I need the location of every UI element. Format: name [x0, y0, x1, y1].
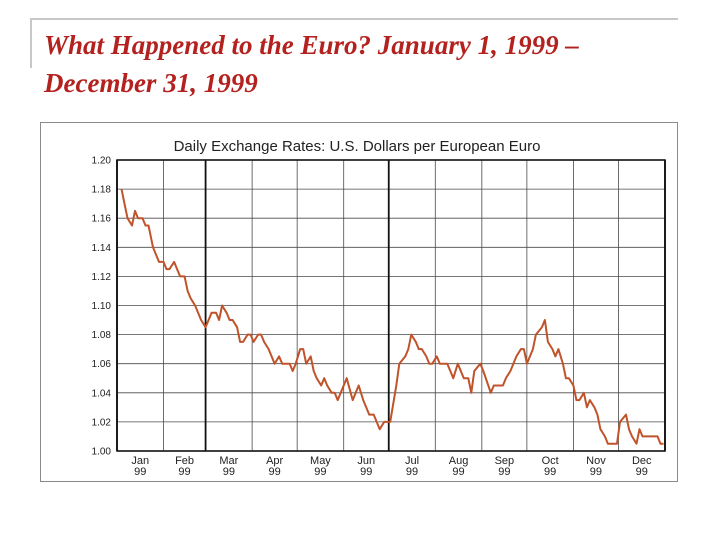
series-line-usd-per-euro — [120, 188, 664, 445]
x-tick-label-year: 99 — [134, 466, 146, 478]
x-tick-label-month: Apr — [266, 455, 283, 467]
x-tick-label-month: Nov — [586, 455, 606, 467]
y-tick-label: 1.08 — [92, 330, 112, 341]
y-tick-label: 1.06 — [92, 359, 112, 370]
x-tick-label-year: 99 — [636, 466, 648, 478]
x-tick-label-month: Dec — [632, 455, 652, 467]
x-tick-label-month: Jul — [405, 455, 419, 467]
x-tick-label-month: Oct — [542, 455, 559, 467]
x-tick-label-month: Jun — [357, 455, 375, 467]
x-tick-label-year: 99 — [498, 466, 510, 478]
x-tick-label-year: 99 — [360, 466, 372, 478]
x-tick-label-year: 99 — [544, 466, 556, 478]
x-tick-label-year: 99 — [590, 466, 602, 478]
y-tick-label: 1.10 — [92, 301, 112, 312]
grid-lines — [116, 159, 666, 452]
y-tick-label: 1.00 — [92, 447, 112, 458]
slide-title: What Happened to the Euro? January 1, 19… — [44, 26, 694, 102]
slide-title-line-2: December 31, 1999 — [44, 68, 258, 98]
chart-frame: Daily Exchange Rates: U.S. Dollars per E… — [40, 122, 678, 482]
series-layer — [120, 188, 664, 445]
x-tick-label-month: Aug — [449, 455, 469, 467]
axis-labels: 1.00 1.02 1.04 1.06 1.08 1.10 1.12 1.14 1.16 1.18… — [92, 156, 652, 479]
x-tick-label-year: 99 — [452, 466, 464, 478]
y-tick-label: 1.20 — [92, 156, 112, 167]
slide-title-line-1: What Happened to the Euro? January 1, 19… — [44, 30, 579, 60]
x-tick-label-month: May — [310, 455, 331, 467]
x-tick-label-month: Sep — [495, 455, 515, 467]
x-tick-label-year: 99 — [269, 466, 281, 478]
slide-corner-vertical-rule — [30, 18, 32, 68]
chart-title: Daily Exchange Rates: U.S. Dollars per E… — [174, 138, 541, 155]
slide-corner-horizontal-rule — [30, 18, 678, 20]
x-tick-label-year: 99 — [178, 466, 190, 478]
y-tick-label: 1.04 — [92, 388, 112, 399]
plot-border — [116, 159, 666, 452]
x-tick-label-year: 99 — [406, 466, 418, 478]
y-tick-label: 1.14 — [92, 243, 112, 254]
exchange-rate-chart: Daily Exchange Rates: U.S. Dollars per E… — [92, 138, 666, 479]
y-tick-label: 1.02 — [92, 417, 112, 428]
x-tick-label-month: Mar — [219, 455, 238, 467]
x-tick-label-month: Feb — [175, 455, 194, 467]
y-tick-label: 1.12 — [92, 272, 112, 283]
y-tick-label: 1.18 — [92, 185, 112, 196]
x-tick-label-year: 99 — [223, 466, 235, 478]
x-tick-label-year: 99 — [314, 466, 326, 478]
x-tick-label-month: Jan — [131, 455, 149, 467]
y-tick-label: 1.16 — [92, 214, 112, 225]
